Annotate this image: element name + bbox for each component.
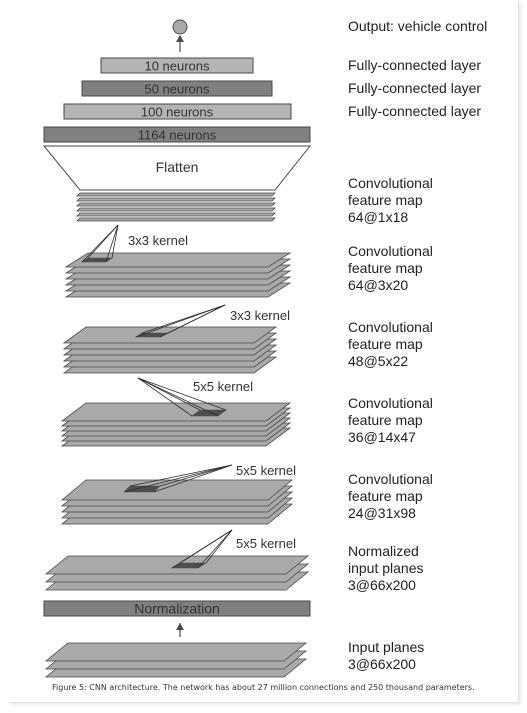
kernel-line	[105, 224, 119, 263]
dense-label-100: 100 neurons	[141, 105, 214, 120]
kernel-line	[123, 464, 233, 493]
fm1-line3: 64@1x18	[348, 209, 408, 225]
figure-frame	[8, 0, 519, 703]
feature-map-stack-24x31x98	[60, 479, 294, 525]
kernel-label-1: 3x3 kernel	[128, 233, 188, 248]
input-planes-line2: 3@66x200	[348, 656, 416, 672]
kernel-line	[137, 377, 193, 417]
flatten-trapezoid	[42, 145, 312, 191]
output-label: Output: vehicle control	[348, 18, 487, 34]
dense-bar-100	[63, 103, 292, 120]
kernel-line	[159, 304, 226, 338]
feature-sheet	[76, 212, 276, 217]
feature-map-stack-36x14x47	[60, 402, 292, 447]
feature-sheet	[76, 217, 276, 222]
kernel-label-2: 3x3 kernel	[230, 308, 290, 323]
normalization-label: Normalization	[134, 601, 220, 617]
input-arrowhead	[176, 623, 184, 630]
fc-label-1: Fully-connected layer	[348, 57, 481, 73]
figure-caption: Figure 5: CNN architecture. The network …	[52, 683, 475, 692]
plane-sheet	[60, 479, 294, 501]
kernel-5x5-c	[170, 529, 233, 569]
dense-bar-1164	[43, 126, 311, 143]
input-planes-line1: Input planes	[348, 639, 424, 655]
kernel-patch	[123, 485, 161, 493]
kernel-line	[153, 464, 233, 493]
fm2-line1: Convolutional	[348, 243, 433, 259]
fm3-line2: feature map	[348, 336, 423, 352]
input-planes	[44, 642, 308, 678]
plane-sheet	[60, 402, 292, 422]
kernel-line	[81, 224, 119, 263]
fm2-line2: feature map	[348, 260, 423, 276]
kernel-line	[137, 377, 227, 411]
normalized-input-planes	[44, 555, 310, 591]
plane-sheet	[44, 642, 308, 662]
kernel-5x5-b	[123, 464, 233, 493]
normalization-bar	[43, 600, 311, 617]
fm4-line2: feature map	[348, 412, 423, 428]
fm3-line3: 48@5x22	[348, 353, 408, 369]
plane-sheet	[62, 326, 278, 344]
kernel-3x3-b	[135, 304, 226, 338]
dense-label-1164: 1164 neurons	[138, 128, 217, 143]
kernel-label-5: 5x5 kernel	[236, 536, 296, 551]
norm-planes-line2: input planes	[348, 560, 424, 576]
norm-planes-line3: 3@66x200	[348, 577, 416, 593]
fm1-line2: feature map	[348, 192, 423, 208]
kernel-line	[197, 529, 233, 569]
feature-sheet	[76, 192, 276, 197]
kernel-line	[137, 377, 219, 417]
kernel-line	[171, 529, 233, 569]
feature-map-stack-64x3x20	[64, 252, 292, 298]
dense-bar-10	[100, 57, 254, 74]
output-arrowhead	[176, 35, 184, 42]
dense-label-10: 10 neurons	[144, 59, 210, 74]
kernel-line	[159, 464, 233, 487]
kernel-line	[111, 224, 119, 259]
fm5-line2: feature map	[348, 488, 423, 504]
output-node	[172, 19, 188, 35]
kernel-line	[135, 304, 226, 338]
dense-label-50: 50 neurons	[144, 82, 210, 97]
kernel-label-4: 5x5 kernel	[236, 463, 296, 478]
kernel-connections	[81, 224, 233, 569]
fm4-line1: Convolutional	[348, 395, 433, 411]
fm4-line3: 36@14x47	[348, 429, 416, 445]
feature-map-stack-64x1x18	[76, 192, 276, 222]
kernel-line	[129, 464, 233, 487]
fm3-line1: Convolutional	[348, 319, 433, 335]
fm1-line1: Convolutional	[348, 175, 433, 191]
plane-stacks	[44, 252, 310, 678]
fm5-line1: Convolutional	[348, 471, 433, 487]
feature-sheet	[76, 197, 276, 202]
feature-map-stack-48x5x22	[62, 326, 278, 374]
kernel-line	[205, 529, 233, 564]
fm2-line3: 64@3x20	[348, 277, 408, 293]
flatten-label: Flatten	[156, 159, 199, 175]
fc-label-3: Fully-connected layer	[348, 103, 481, 119]
kernel-label-3: 5x5 kernel	[193, 379, 253, 394]
norm-planes-line1: Normalized	[348, 543, 419, 559]
fc-label-2: Fully-connected layer	[348, 80, 481, 96]
feature-sheet	[76, 207, 276, 212]
kernel-3x3-a	[81, 224, 119, 263]
feature-sheet	[76, 202, 276, 207]
dense-bar-50	[81, 80, 273, 97]
fm5-line3: 24@31x98	[348, 505, 416, 521]
kernel-5x5-a	[137, 377, 227, 417]
plane-sheet	[64, 252, 292, 268]
